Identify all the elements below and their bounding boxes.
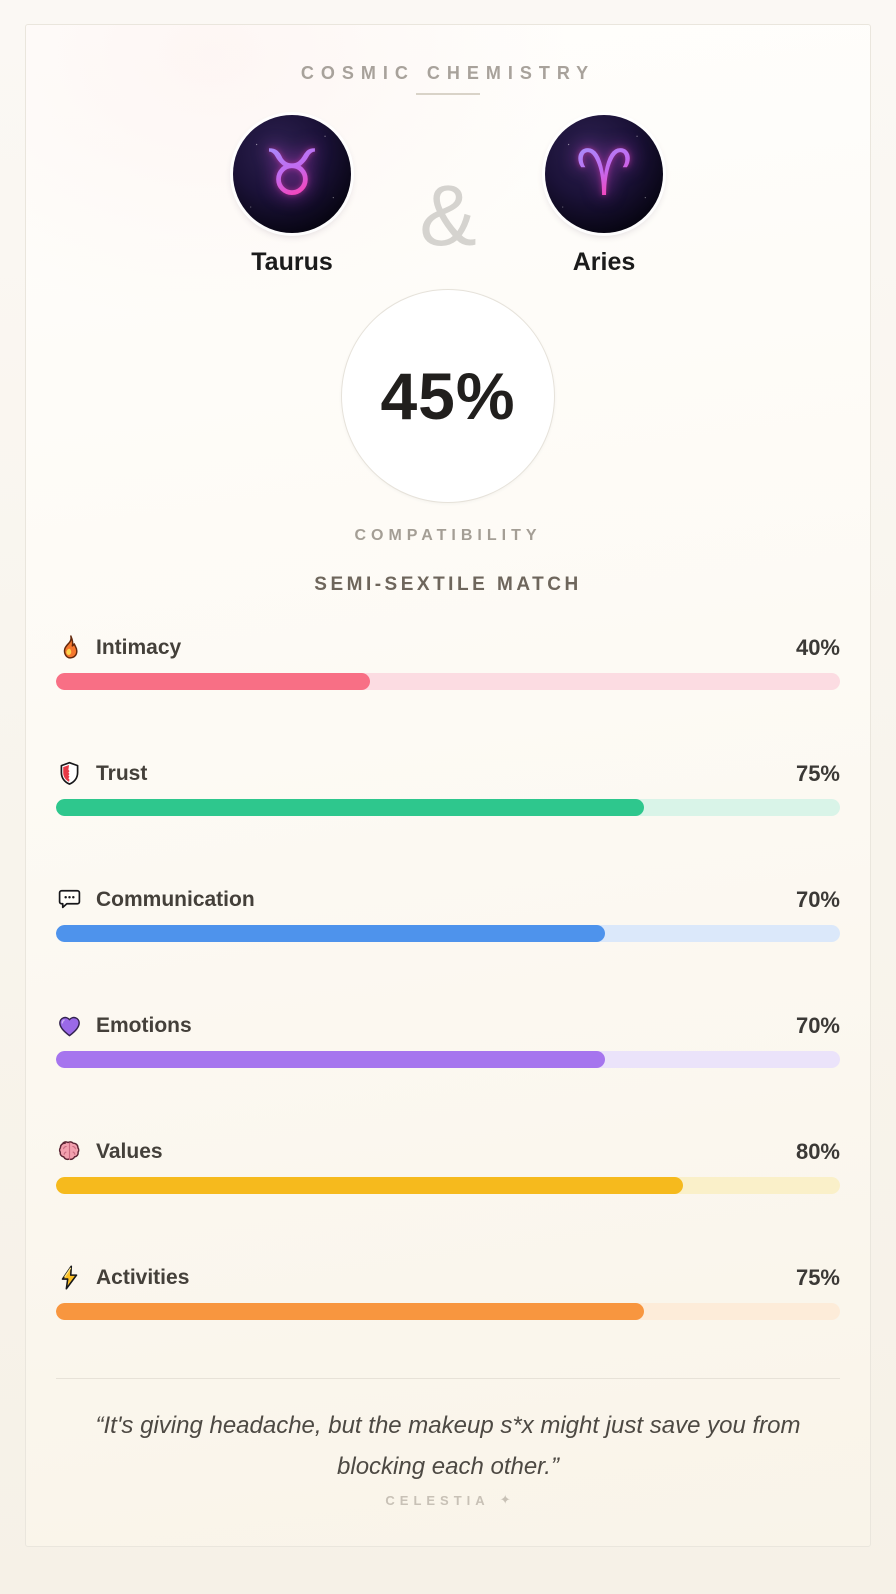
emotions-bar-fill [56, 1051, 605, 1068]
communication-bar-track [56, 925, 840, 942]
metric-row-emotions: Emotions 70% [56, 1012, 840, 1068]
activities-bar-track [56, 1303, 840, 1320]
brain-icon [58, 1141, 80, 1161]
metric-value: 70% [795, 1012, 840, 1038]
ampersand-box: & [377, 115, 519, 259]
metric-value: 70% [795, 886, 840, 912]
left-sign-column: ♉ Taurus [207, 115, 377, 277]
metric-row-intimacy: Intimacy 40% [56, 634, 840, 690]
lightning-icon [61, 1265, 78, 1290]
aries-avatar: ♈ [545, 115, 663, 233]
left-sign-name: Taurus [251, 248, 333, 276]
metric-label: Communication [96, 887, 255, 911]
title-underline [416, 93, 480, 95]
metric-label: Emotions [96, 1013, 192, 1037]
metric-value: 80% [795, 1138, 840, 1164]
speech-bubble-icon [58, 889, 81, 909]
compatibility-card: COSMIC CHEMISTRY ♉ Taurus & ♈ Aries 45% … [25, 24, 871, 1547]
compatibility-label: COMPATIBILITY [354, 527, 542, 544]
intimacy-bar-fill [56, 673, 370, 690]
metric-value: 40% [795, 634, 840, 660]
brand-name: CELESTIA [385, 1492, 490, 1508]
match-type-label: SEMI-SEXTILE MATCH [314, 574, 582, 595]
aries-icon: ♈ [575, 137, 633, 211]
metrics-list: Intimacy 40% Trust 75% [56, 634, 840, 1320]
taurus-avatar: ♉ [233, 115, 351, 233]
values-bar-fill [56, 1177, 684, 1194]
zodiac-pair-row: ♉ Taurus & ♈ Aries [207, 115, 689, 277]
brand-footer: CELESTIA ✦ [385, 1493, 510, 1508]
intimacy-bar-track [56, 673, 840, 690]
metric-row-communication: Communication 70% [56, 886, 840, 942]
shield-icon [60, 761, 79, 785]
metric-label: Values [96, 1139, 163, 1163]
metric-row-trust: Trust 75% [56, 760, 840, 816]
metric-row-activities: Activities 75% [56, 1264, 840, 1320]
fire-icon [63, 635, 78, 659]
purple-heart-icon [59, 1016, 80, 1037]
communication-bar-fill [56, 925, 605, 942]
metric-value: 75% [795, 1264, 840, 1290]
page-title: COSMIC CHEMISTRY [300, 63, 596, 83]
values-bar-track [56, 1177, 840, 1194]
compatibility-score-circle: 45% [341, 289, 555, 503]
compatibility-score-value: 45% [380, 359, 516, 433]
metric-row-values: Values 80% [56, 1138, 840, 1194]
right-sign-column: ♈ Aries [519, 115, 689, 277]
trust-bar-track [56, 799, 840, 816]
ampersand: & [419, 168, 477, 264]
compatibility-quote: “It's giving headache, but the makeup s*… [95, 1412, 801, 1481]
taurus-icon: ♉ [263, 137, 321, 211]
sparkle-icon: ✦ [499, 1492, 511, 1508]
metric-value: 75% [795, 760, 840, 786]
right-sign-name: Aries [572, 248, 636, 276]
activities-bar-fill [56, 1303, 644, 1320]
emotions-bar-track [56, 1051, 840, 1068]
metric-label: Intimacy [96, 635, 182, 659]
divider [56, 1378, 840, 1379]
metric-label: Trust [96, 761, 148, 785]
metric-label: Activities [96, 1265, 190, 1289]
trust-bar-fill [56, 799, 644, 816]
